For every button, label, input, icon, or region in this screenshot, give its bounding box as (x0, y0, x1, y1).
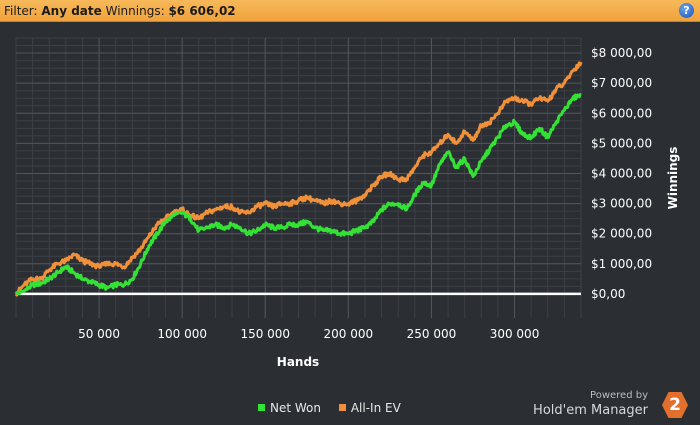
winnings-value: $6 606,02 (168, 4, 236, 18)
date-filter-value[interactable]: Any date (41, 4, 102, 18)
x-tick-label: 300 000 (490, 327, 540, 341)
y-tick-label: $6 000,00 (591, 106, 652, 120)
legend-item-net-won[interactable]: Net Won (258, 401, 325, 415)
legend-swatch-net-won (258, 404, 265, 411)
y-axis-title: Winnings (666, 147, 680, 210)
legend-label-all-in-ev: All-In EV (350, 401, 401, 415)
x-axis-title: Hands (277, 355, 319, 369)
legend-label-net-won: Net Won (270, 401, 321, 415)
chart-legend: Net Won All-In EV (258, 401, 415, 415)
x-tick-label: 200 000 (324, 327, 374, 341)
product-name: Hold'em Manager (533, 403, 648, 418)
chart-axes: 50 000 100 000 150 000 200 000 250 000 300 00… (78, 46, 652, 341)
brand-footer: Powered by Hold'em Manager 2 (528, 388, 688, 420)
filter-bar: Filter: Any date Winnings: $6 606,02 ? (0, 0, 700, 22)
chart-grid (15, 37, 582, 318)
x-tick-label: 100 000 (157, 327, 207, 341)
y-tick-label: $5 000,00 (591, 136, 652, 150)
x-tick-label: 150 000 (240, 327, 290, 341)
y-tick-label: $1 000,00 (591, 257, 652, 271)
y-tick-label: $7 000,00 (591, 76, 652, 90)
help-icon[interactable]: ? (679, 3, 694, 18)
x-tick-label: 50 000 (78, 327, 120, 341)
winnings-label: Winnings: (105, 4, 165, 18)
powered-by-text: Powered by (590, 390, 648, 401)
hm2-logo-icon: 2 (662, 392, 688, 418)
filter-label: Filter: (4, 4, 38, 18)
legend-item-all-in-ev[interactable]: All-In EV (338, 401, 401, 415)
x-tick-label: 250 000 (407, 327, 457, 341)
y-tick-label: $2 000,00 (591, 227, 652, 241)
series-line-all-in-ev (14, 61, 583, 297)
legend-swatch-all-in-ev (338, 404, 346, 411)
y-tick-label: $0,00 (591, 287, 625, 301)
winnings-chart: 50 000 100 000 150 000 200 000 250 000 300 00… (14, 37, 680, 369)
y-tick-label: $8 000,00 (591, 46, 652, 60)
y-tick-label: $3 000,00 (591, 197, 652, 211)
chart-series (14, 61, 583, 297)
series-line-net-won (14, 93, 582, 296)
y-tick-label: $4 000,00 (591, 166, 652, 180)
